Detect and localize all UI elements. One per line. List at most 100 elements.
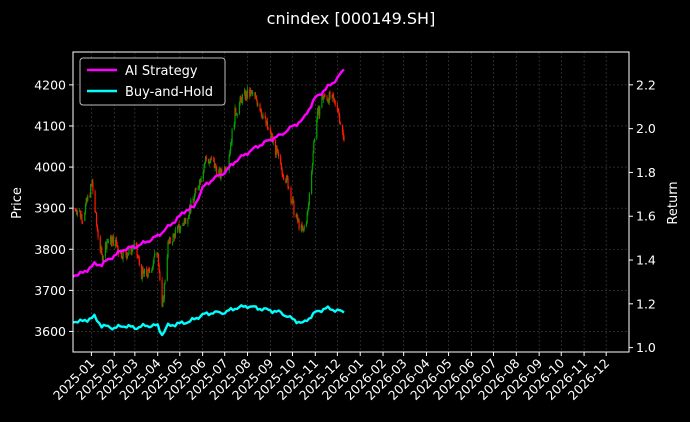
candle-body (333, 96, 335, 100)
candle-body (120, 251, 122, 254)
candle-body (153, 256, 155, 264)
candle-body (224, 166, 226, 173)
candle-body (81, 214, 83, 221)
candle-body (188, 207, 190, 217)
legend-label-ai-strategy: AI Strategy (125, 64, 198, 79)
candle-body (280, 156, 282, 164)
candle-body (187, 218, 189, 224)
candle-body (317, 107, 319, 112)
candle-body (265, 117, 267, 124)
candle-body (86, 198, 88, 201)
candle-body (259, 104, 261, 112)
candle-body (91, 181, 93, 185)
candle-body (216, 167, 218, 175)
candle-body (274, 140, 277, 155)
candle-body (132, 247, 134, 249)
series-line-ai-strategy (72, 68, 345, 278)
candle-body (210, 158, 213, 160)
candle-body (85, 198, 87, 205)
return-lines (72, 68, 345, 337)
candle-body (193, 194, 196, 201)
y-tick-label-return: 1.8 (636, 165, 656, 180)
candle-body (151, 270, 153, 273)
candle-body (94, 190, 96, 212)
candle-body (182, 225, 184, 227)
candle-body (270, 131, 272, 139)
candle-body (296, 214, 298, 218)
candle-body (96, 224, 98, 230)
y-tick-label-return: 1.2 (636, 296, 656, 311)
candle-body (234, 107, 236, 125)
candle-body (298, 219, 300, 230)
candle-body (80, 214, 82, 217)
candle-body (162, 297, 164, 307)
candle-body (313, 138, 316, 142)
candle-body (291, 201, 293, 203)
candle-body (157, 253, 159, 255)
candle-body (75, 208, 77, 212)
candle-body (115, 239, 118, 246)
candle-body (101, 247, 103, 255)
candle-body (275, 146, 277, 155)
candle-body (90, 184, 93, 186)
candle-body (261, 115, 263, 119)
candle-body (199, 179, 201, 188)
candle-body (203, 165, 205, 172)
candle-body (293, 201, 295, 215)
candle-body (74, 208, 76, 210)
candle-body (127, 254, 129, 256)
candle-body (238, 103, 241, 114)
candle-body (319, 107, 321, 116)
candle-body (243, 90, 246, 95)
y-tick-label-return: 2.2 (636, 77, 656, 92)
candle-body (267, 127, 269, 129)
candle-body (136, 245, 138, 256)
candle-body (302, 229, 304, 231)
candle-body (112, 237, 115, 246)
candle-body (306, 212, 308, 223)
candle-body (218, 170, 220, 175)
candle-body (192, 199, 194, 201)
legend-label-buy-and-hold: Buy-and-Hold (125, 85, 213, 100)
candle-body (327, 100, 329, 102)
candle-body (285, 179, 287, 183)
candle-body (140, 264, 143, 280)
candle-body (251, 91, 253, 95)
candle-body (230, 142, 232, 145)
candle-body (109, 236, 112, 242)
candle-body (147, 269, 149, 277)
candle-body (126, 255, 129, 259)
candle-body (163, 283, 165, 300)
candle-body (195, 188, 197, 190)
candle-body (79, 211, 81, 217)
y-tick-label-price: 3900 (34, 201, 66, 216)
candle-body (218, 168, 221, 171)
candle-body (130, 247, 132, 255)
candle-body (204, 156, 207, 162)
candle-body (342, 132, 344, 137)
candle-body (110, 236, 112, 246)
candle-body (162, 297, 165, 300)
candle-body (326, 96, 328, 101)
candle-body (280, 163, 283, 170)
y-tick-label-price: 4200 (34, 77, 66, 92)
candle-body (193, 199, 195, 201)
candle-body (323, 94, 325, 98)
y-tick-label-price: 4000 (34, 160, 66, 175)
candle-body (125, 250, 127, 255)
y-tick-label-return: 1.6 (636, 209, 656, 224)
candle-body (92, 181, 94, 191)
candle-body (295, 214, 297, 218)
candle-body (132, 248, 134, 250)
candle-body (158, 264, 160, 272)
candle-body (318, 107, 320, 116)
candle-body (266, 120, 268, 124)
candle-body (331, 94, 333, 99)
candle-body (174, 234, 176, 239)
candle-body (334, 100, 336, 105)
candle-body (333, 99, 336, 101)
candle-body (336, 104, 338, 111)
candle-body (135, 242, 137, 246)
candle-body (281, 169, 283, 176)
candle-body (297, 219, 299, 222)
